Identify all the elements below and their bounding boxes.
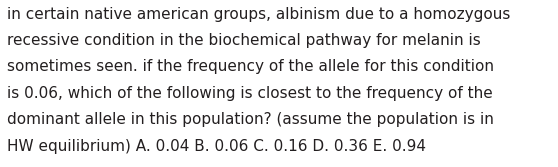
Text: dominant allele in this population? (assume the population is in: dominant allele in this population? (ass… [7,112,494,127]
Text: HW equilibrium) A. 0.04 B. 0.06 C. 0.16 D. 0.36 E. 0.94: HW equilibrium) A. 0.04 B. 0.06 C. 0.16 … [7,139,426,154]
Text: is 0.06, which of the following is closest to the frequency of the: is 0.06, which of the following is close… [7,86,493,101]
Text: sometimes seen. if the frequency of the allele for this condition: sometimes seen. if the frequency of the … [7,59,494,74]
Text: recessive condition in the biochemical pathway for melanin is: recessive condition in the biochemical p… [7,33,481,48]
Text: in certain native american groups, albinism due to a homozygous: in certain native american groups, albin… [7,7,511,22]
